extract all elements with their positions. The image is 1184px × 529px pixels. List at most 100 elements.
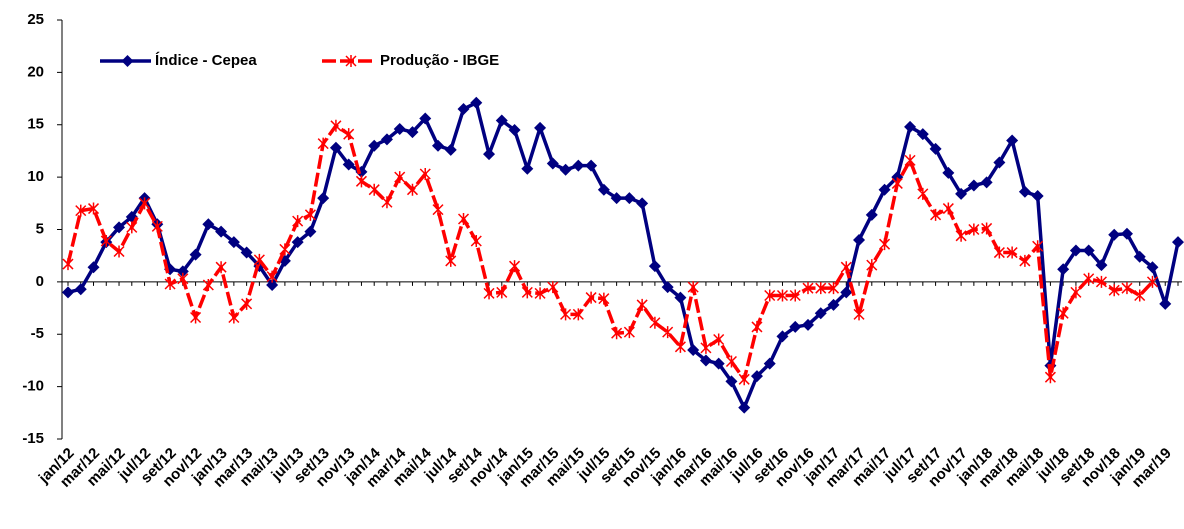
star-marker: [266, 270, 278, 283]
star-marker: [228, 311, 240, 324]
diamond-marker: [776, 330, 789, 343]
diamond-marker: [865, 208, 878, 221]
star-marker: [674, 340, 686, 353]
legend-label: Índice - Cepea: [155, 52, 257, 69]
diamond-marker: [955, 187, 968, 200]
diamond-marker: [291, 236, 304, 249]
star-marker: [457, 213, 470, 226]
star-marker: [789, 289, 801, 302]
diamond-marker: [266, 279, 279, 292]
diamond-marker: [942, 166, 955, 179]
star-marker: [687, 281, 699, 294]
star-marker: [483, 287, 495, 300]
y-tick-label: 15: [27, 116, 44, 133]
diamond-marker: [470, 96, 483, 109]
diamond-marker: [572, 159, 585, 172]
diamond-marker: [227, 236, 240, 249]
diamond-marker: [750, 370, 763, 383]
diamond-marker: [534, 121, 547, 134]
diamond-marker: [1095, 259, 1108, 272]
diamond-marker: [189, 248, 202, 261]
star-marker: [751, 320, 763, 333]
series-line: [66, 124, 1154, 382]
star-marker: [317, 137, 329, 150]
star-marker: [547, 281, 559, 294]
star-marker: [113, 245, 125, 258]
star-marker: [764, 289, 776, 302]
star-marker: [1032, 240, 1044, 253]
diamond-marker: [1120, 227, 1133, 240]
star-marker: [355, 175, 367, 188]
star-marker: [190, 311, 202, 324]
diamond-marker: [457, 103, 470, 116]
diamond-marker: [687, 343, 700, 356]
star-marker: [636, 298, 648, 311]
star-marker: [394, 171, 406, 184]
diamond-marker: [878, 183, 891, 196]
star-marker: [815, 282, 827, 295]
star-marker: [1006, 246, 1018, 259]
diamond-marker: [789, 320, 802, 333]
diamond-marker: [1057, 263, 1070, 276]
star-marker: [100, 235, 112, 248]
star-marker: [891, 177, 903, 190]
star-marker: [368, 183, 380, 196]
star-marker: [445, 254, 457, 267]
star-marker: [930, 208, 942, 221]
series-line: [67, 101, 1180, 410]
diamond-marker: [1133, 250, 1146, 263]
diamond-marker: [329, 141, 342, 154]
star-marker: [572, 308, 584, 321]
diamond-marker: [738, 401, 751, 414]
diamond-marker: [176, 265, 189, 278]
star-marker: [917, 187, 929, 200]
star-marker: [776, 289, 789, 302]
star-marker: [241, 297, 253, 310]
diamond-marker: [508, 123, 521, 136]
diamond-marker: [215, 225, 228, 238]
diamond-marker: [278, 254, 291, 267]
star-marker: [1146, 275, 1159, 288]
star-marker: [521, 286, 533, 299]
legend-marker: [121, 55, 134, 67]
star-marker: [942, 202, 954, 215]
y-tick-label: -10: [22, 378, 44, 395]
diamond-marker: [546, 157, 559, 170]
diamond-marker: [113, 221, 126, 234]
star-marker: [381, 196, 393, 209]
diamond-marker: [74, 283, 87, 296]
diamond-marker: [342, 158, 355, 171]
star-marker: [343, 128, 355, 141]
y-tick-label: 20: [27, 63, 44, 80]
star-marker: [1108, 284, 1120, 297]
diamond-marker: [967, 179, 980, 192]
diamond-marker: [87, 261, 100, 274]
y-tick-label: 25: [27, 11, 44, 28]
diamond-marker: [444, 143, 457, 156]
star-marker: [662, 326, 674, 339]
star-marker: [738, 373, 750, 386]
star-marker: [215, 261, 227, 274]
diamond-marker: [814, 307, 827, 320]
star-marker: [1083, 272, 1095, 285]
diamond-marker: [1069, 244, 1082, 257]
diamond-marker: [1146, 261, 1159, 274]
star-marker: [840, 261, 852, 274]
star-marker: [406, 183, 419, 196]
star-marker: [700, 341, 712, 354]
diamond-marker: [712, 357, 725, 370]
diamond-marker: [202, 218, 215, 231]
diamond-marker: [1006, 134, 1019, 147]
star-marker: [304, 208, 316, 221]
star-marker: [164, 277, 176, 290]
star-marker: [1019, 254, 1031, 267]
star-marker: [534, 287, 546, 300]
diamond-marker: [419, 112, 432, 125]
star-marker: [253, 253, 265, 266]
star-marker: [968, 223, 980, 236]
diamond-marker: [648, 260, 661, 273]
star-marker: [419, 167, 431, 180]
diamond-marker: [585, 159, 598, 172]
star-marker: [560, 308, 572, 321]
